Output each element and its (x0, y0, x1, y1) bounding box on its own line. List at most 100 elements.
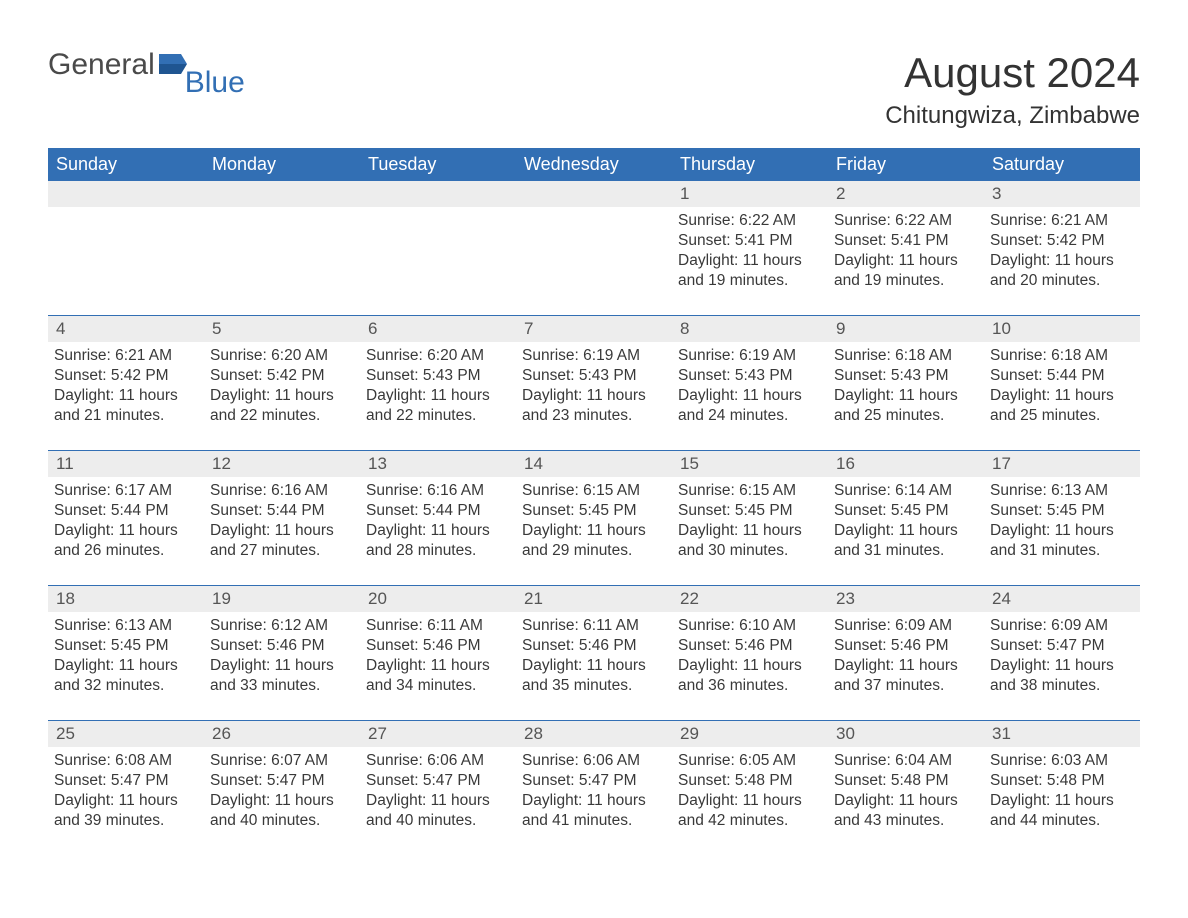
sunrise-line: Sunrise: 6:03 AM (990, 751, 1134, 771)
calendar-day: 22Sunrise: 6:10 AMSunset: 5:46 PMDayligh… (672, 586, 828, 706)
daylight-line: and 43 minutes. (834, 811, 978, 831)
sunset-line: Sunset: 5:45 PM (522, 501, 666, 521)
calendar-day: 14Sunrise: 6:15 AMSunset: 5:45 PMDayligh… (516, 451, 672, 571)
logo-text-2: Blue (185, 68, 245, 98)
daylight-line: Daylight: 11 hours (210, 656, 354, 676)
calendar-day: 26Sunrise: 6:07 AMSunset: 5:47 PMDayligh… (204, 721, 360, 841)
weekday-header: Tuesday (360, 148, 516, 181)
day-number: 17 (984, 451, 1140, 477)
calendar-day: 13Sunrise: 6:16 AMSunset: 5:44 PMDayligh… (360, 451, 516, 571)
calendar-day (48, 181, 204, 301)
sunrise-line: Sunrise: 6:09 AM (834, 616, 978, 636)
daylight-line: and 22 minutes. (210, 406, 354, 426)
sunrise-line: Sunrise: 6:11 AM (522, 616, 666, 636)
calendar-day: 8Sunrise: 6:19 AMSunset: 5:43 PMDaylight… (672, 316, 828, 436)
daylight-line: Daylight: 11 hours (834, 386, 978, 406)
day-number: 9 (828, 316, 984, 342)
daylight-line: Daylight: 11 hours (678, 791, 822, 811)
sunrise-line: Sunrise: 6:12 AM (210, 616, 354, 636)
daylight-line: Daylight: 11 hours (834, 521, 978, 541)
daylight-line: and 42 minutes. (678, 811, 822, 831)
day-number: 7 (516, 316, 672, 342)
day-number: 14 (516, 451, 672, 477)
day-number: 25 (48, 721, 204, 747)
sunrise-line: Sunrise: 6:08 AM (54, 751, 198, 771)
day-number: 13 (360, 451, 516, 477)
sunset-line: Sunset: 5:42 PM (990, 231, 1134, 251)
daylight-line: Daylight: 11 hours (678, 521, 822, 541)
daylight-line: and 38 minutes. (990, 676, 1134, 696)
day-number: 31 (984, 721, 1140, 747)
day-number: 29 (672, 721, 828, 747)
daylight-line: Daylight: 11 hours (990, 791, 1134, 811)
calendar-week: 4Sunrise: 6:21 AMSunset: 5:42 PMDaylight… (48, 315, 1140, 436)
calendar-day (204, 181, 360, 301)
day-number: 5 (204, 316, 360, 342)
day-number (204, 181, 360, 207)
daylight-line: Daylight: 11 hours (990, 656, 1134, 676)
calendar-day: 29Sunrise: 6:05 AMSunset: 5:48 PMDayligh… (672, 721, 828, 841)
day-number: 4 (48, 316, 204, 342)
daylight-line: Daylight: 11 hours (834, 791, 978, 811)
sunrise-line: Sunrise: 6:11 AM (366, 616, 510, 636)
sunset-line: Sunset: 5:42 PM (54, 366, 198, 386)
daylight-line: and 27 minutes. (210, 541, 354, 561)
calendar-day: 25Sunrise: 6:08 AMSunset: 5:47 PMDayligh… (48, 721, 204, 841)
sunset-line: Sunset: 5:47 PM (522, 771, 666, 791)
calendar-day: 18Sunrise: 6:13 AMSunset: 5:45 PMDayligh… (48, 586, 204, 706)
daylight-line: Daylight: 11 hours (366, 656, 510, 676)
sunrise-line: Sunrise: 6:13 AM (54, 616, 198, 636)
calendar-day: 17Sunrise: 6:13 AMSunset: 5:45 PMDayligh… (984, 451, 1140, 571)
sunset-line: Sunset: 5:46 PM (366, 636, 510, 656)
daylight-line: and 19 minutes. (834, 271, 978, 291)
sunset-line: Sunset: 5:41 PM (678, 231, 822, 251)
calendar-day: 5Sunrise: 6:20 AMSunset: 5:42 PMDaylight… (204, 316, 360, 436)
calendar-day: 24Sunrise: 6:09 AMSunset: 5:47 PMDayligh… (984, 586, 1140, 706)
day-number (48, 181, 204, 207)
day-number: 23 (828, 586, 984, 612)
calendar-day: 30Sunrise: 6:04 AMSunset: 5:48 PMDayligh… (828, 721, 984, 841)
day-number: 16 (828, 451, 984, 477)
logo-text-1: General (48, 50, 155, 80)
day-number: 1 (672, 181, 828, 207)
day-number: 27 (360, 721, 516, 747)
title-block: August 2024 Chitungwiza, Zimbabwe (885, 50, 1140, 130)
calendar-day: 31Sunrise: 6:03 AMSunset: 5:48 PMDayligh… (984, 721, 1140, 841)
daylight-line: and 39 minutes. (54, 811, 198, 831)
daylight-line: and 20 minutes. (990, 271, 1134, 291)
calendar-day: 12Sunrise: 6:16 AMSunset: 5:44 PMDayligh… (204, 451, 360, 571)
calendar-day: 15Sunrise: 6:15 AMSunset: 5:45 PMDayligh… (672, 451, 828, 571)
sunrise-line: Sunrise: 6:15 AM (522, 481, 666, 501)
daylight-line: Daylight: 11 hours (210, 791, 354, 811)
sunset-line: Sunset: 5:45 PM (834, 501, 978, 521)
sunset-line: Sunset: 5:44 PM (990, 366, 1134, 386)
sunset-line: Sunset: 5:43 PM (366, 366, 510, 386)
sunrise-line: Sunrise: 6:05 AM (678, 751, 822, 771)
sunset-line: Sunset: 5:43 PM (834, 366, 978, 386)
sunset-line: Sunset: 5:46 PM (522, 636, 666, 656)
sunrise-line: Sunrise: 6:09 AM (990, 616, 1134, 636)
calendar: SundayMondayTuesdayWednesdayThursdayFrid… (48, 148, 1140, 841)
daylight-line: Daylight: 11 hours (54, 521, 198, 541)
daylight-line: and 31 minutes. (834, 541, 978, 561)
daylight-line: Daylight: 11 hours (522, 386, 666, 406)
sunrise-line: Sunrise: 6:16 AM (210, 481, 354, 501)
daylight-line: Daylight: 11 hours (366, 521, 510, 541)
logo: General Blue (48, 50, 245, 80)
weekday-header: Saturday (984, 148, 1140, 181)
daylight-line: and 36 minutes. (678, 676, 822, 696)
calendar-day: 1Sunrise: 6:22 AMSunset: 5:41 PMDaylight… (672, 181, 828, 301)
calendar-week: 11Sunrise: 6:17 AMSunset: 5:44 PMDayligh… (48, 450, 1140, 571)
sunset-line: Sunset: 5:43 PM (678, 366, 822, 386)
calendar-day: 4Sunrise: 6:21 AMSunset: 5:42 PMDaylight… (48, 316, 204, 436)
daylight-line: Daylight: 11 hours (678, 656, 822, 676)
sunset-line: Sunset: 5:47 PM (366, 771, 510, 791)
day-number: 18 (48, 586, 204, 612)
daylight-line: and 21 minutes. (54, 406, 198, 426)
sunrise-line: Sunrise: 6:19 AM (678, 346, 822, 366)
sunrise-line: Sunrise: 6:18 AM (834, 346, 978, 366)
daylight-line: and 25 minutes. (834, 406, 978, 426)
sunrise-line: Sunrise: 6:19 AM (522, 346, 666, 366)
sunrise-line: Sunrise: 6:15 AM (678, 481, 822, 501)
daylight-line: Daylight: 11 hours (990, 521, 1134, 541)
